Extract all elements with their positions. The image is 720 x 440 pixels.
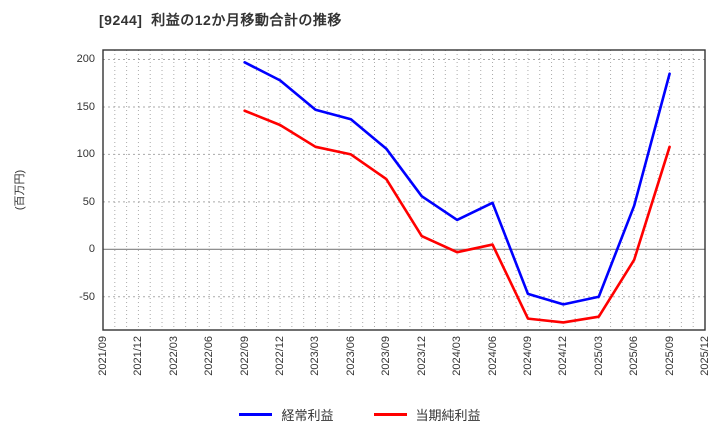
x-tick-label: 2023/03 xyxy=(309,336,322,376)
y-tick-label: 200 xyxy=(76,53,95,66)
x-tick-label: 2024/12 xyxy=(557,336,570,376)
series-line-net-income xyxy=(243,109,671,324)
x-tick-label: 2024/06 xyxy=(486,336,499,376)
x-tick-label: 2022/12 xyxy=(274,336,287,376)
y-tick-label: -50 xyxy=(79,290,95,303)
x-tick-label: 2021/09 xyxy=(97,336,109,376)
x-tick-label: 2024/09 xyxy=(521,336,534,376)
legend-item-ordinary-profit: 経常利益 xyxy=(239,405,334,424)
x-tick-label: 2022/06 xyxy=(203,336,216,376)
x-tick-label: 2025/09 xyxy=(663,336,676,376)
legend: 経常利益 当期純利益 xyxy=(0,404,720,424)
y-tick-label: 0 xyxy=(88,243,95,256)
y-tick-label: 100 xyxy=(76,148,95,161)
series-line-ordinary-profit xyxy=(243,61,671,306)
x-tick-label: 2022/03 xyxy=(167,336,180,376)
x-tick-label: 2023/12 xyxy=(415,336,428,376)
y-tick-label: 150 xyxy=(76,100,95,113)
x-tick-label: 2025/12 xyxy=(699,336,711,376)
x-tick-label: 2023/09 xyxy=(380,336,393,376)
x-tick-label: 2022/09 xyxy=(238,336,251,376)
plot-border xyxy=(102,49,706,331)
legend-label-ordinary-profit: 経常利益 xyxy=(281,407,334,423)
legend-line-swatch-blue xyxy=(239,412,273,416)
legend-item-net-income: 当期純利益 xyxy=(373,405,481,424)
x-tick-label: 2023/06 xyxy=(344,336,357,376)
legend-line-swatch-red xyxy=(373,412,407,416)
chart-title: [9244] 利益の12か月移動合計の推移 xyxy=(99,12,342,28)
x-tick-label: 2025/03 xyxy=(592,336,605,376)
y-tick-label: 50 xyxy=(82,195,95,208)
x-tick-label: 2025/06 xyxy=(628,336,641,376)
x-tick-label: 2024/03 xyxy=(451,336,464,376)
legend-label-net-income: 当期純利益 xyxy=(415,407,481,423)
x-tick-label: 2021/12 xyxy=(132,336,145,376)
